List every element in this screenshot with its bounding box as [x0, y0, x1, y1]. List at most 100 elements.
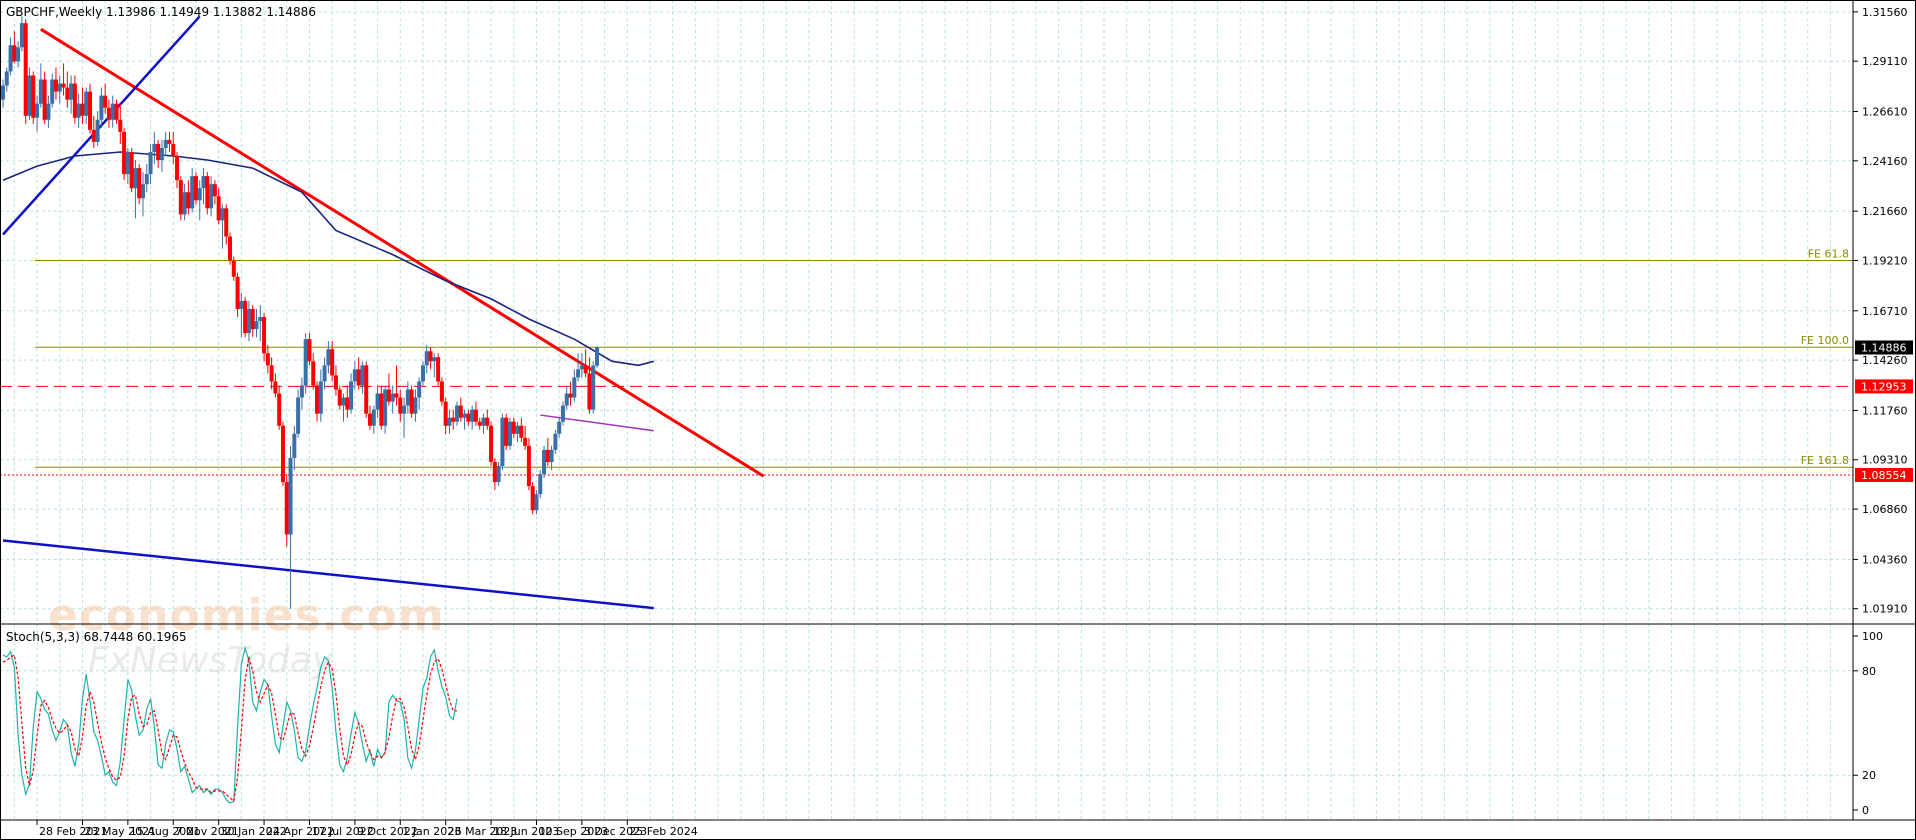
- candle: [375, 385, 380, 418]
- stochastic-lines: [2, 645, 458, 804]
- candle-body: [50, 79, 55, 104]
- candle-body: [322, 365, 327, 382]
- candle: [80, 87, 85, 124]
- candle: [288, 445, 293, 609]
- candle-body: [31, 75, 36, 118]
- candle: [269, 357, 274, 390]
- candle: [538, 470, 543, 499]
- candle: [337, 385, 342, 410]
- candle-body: [398, 397, 403, 414]
- candle: [133, 160, 138, 219]
- candle-body: [144, 174, 149, 185]
- candle-body: [129, 151, 134, 189]
- candle-body: [42, 79, 47, 120]
- time-tick-label: 15 Aug 2021: [130, 825, 200, 838]
- price-tick-label: 1.31560: [1862, 6, 1908, 19]
- candle-body: [379, 393, 384, 426]
- candle-body: [473, 409, 478, 422]
- candle: [455, 401, 460, 426]
- candle-body: [292, 433, 297, 458]
- candle-body: [330, 349, 335, 376]
- candle-body: [492, 461, 497, 483]
- candle: [523, 425, 528, 450]
- svg-text:FxNewsToday: FxNewsToday: [88, 640, 334, 681]
- candle: [345, 385, 350, 418]
- candlesticks: [1, 16, 600, 609]
- price-tick-label: 1.01910: [1862, 603, 1908, 616]
- candle-body: [284, 482, 289, 535]
- candle-body: [8, 45, 13, 72]
- candle-body: [545, 449, 550, 462]
- candle-body: [458, 405, 463, 418]
- candle-body: [212, 184, 217, 197]
- candle: [428, 347, 433, 370]
- candle: [420, 361, 425, 386]
- candle: [156, 139, 161, 169]
- candle-body: [447, 417, 452, 426]
- candle: [228, 232, 233, 265]
- time-tick-label: 1 Jan 2023: [402, 825, 461, 838]
- time-tick-label: 7 Nov 2021: [175, 825, 238, 838]
- candle: [277, 385, 282, 430]
- candle-body: [515, 425, 520, 434]
- price-label-box: [1855, 340, 1913, 355]
- candle: [262, 313, 267, 362]
- time-tick-label: 17 Jul 2022: [311, 825, 373, 838]
- candle-body: [190, 176, 195, 209]
- candle-body: [269, 365, 274, 382]
- candle-body: [122, 131, 127, 175]
- candle: [318, 369, 323, 422]
- candle: [178, 176, 183, 221]
- candle: [23, 19, 28, 124]
- candle-body: [485, 417, 490, 426]
- stochastic-line: [2, 654, 457, 803]
- candle: [511, 417, 516, 438]
- candle: [379, 385, 384, 430]
- candle: [473, 401, 478, 426]
- candle: [193, 172, 198, 205]
- candle-body: [16, 47, 21, 62]
- price-label-text: 1.14886: [1861, 342, 1907, 355]
- candle-body: [19, 23, 24, 48]
- candle-body: [413, 397, 418, 414]
- candle-body: [262, 317, 267, 354]
- candle-body: [103, 95, 108, 108]
- price-labels: 1.14886 1.12953 1.08554: [1855, 340, 1913, 482]
- candle: [129, 147, 134, 193]
- candle: [65, 71, 70, 108]
- candle-body: [311, 361, 316, 386]
- candle-body: [560, 405, 565, 422]
- candle: [144, 164, 149, 193]
- candle: [84, 87, 89, 124]
- candle: [349, 373, 354, 414]
- candle: [568, 381, 573, 406]
- candle: [572, 369, 577, 402]
- candle: [91, 115, 96, 148]
- candle-body: [69, 83, 74, 100]
- price-label: 1.14886: [1855, 340, 1913, 355]
- candle: [432, 353, 437, 378]
- candle: [398, 389, 403, 422]
- candle: [386, 373, 391, 406]
- candle-body: [99, 95, 104, 120]
- candle: [492, 457, 497, 491]
- candle: [545, 437, 550, 466]
- candle-body: [65, 87, 70, 100]
- candle-body: [466, 413, 471, 422]
- candle-body: [436, 357, 441, 382]
- candle: [273, 373, 278, 398]
- stochastic-grid: [0, 624, 1853, 820]
- candle-body: [254, 321, 259, 330]
- candle: [265, 345, 270, 374]
- candle: [560, 401, 565, 426]
- candle-body: [4, 71, 9, 86]
- candle: [205, 172, 210, 215]
- candle: [292, 425, 297, 471]
- candle: [110, 95, 115, 128]
- candle-body: [371, 409, 376, 426]
- candle-body: [504, 417, 509, 446]
- candle: [496, 461, 501, 487]
- candle-body: [148, 151, 153, 175]
- candle-body: [12, 45, 17, 62]
- candle-body: [549, 449, 554, 462]
